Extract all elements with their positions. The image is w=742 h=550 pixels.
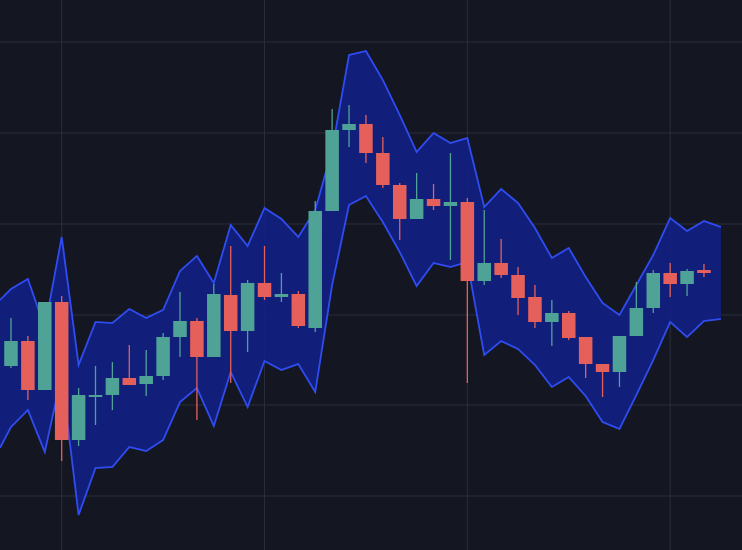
candle-body [545, 313, 559, 322]
candle-body [54, 302, 69, 440]
candle-body [139, 376, 153, 384]
candle-body [105, 378, 120, 395]
candle-body [122, 378, 137, 385]
candle-body [561, 313, 576, 338]
candle-body [21, 341, 35, 390]
candle-body [392, 185, 407, 219]
candle-body [409, 199, 424, 219]
candle-body [190, 321, 204, 357]
candle-body [308, 211, 322, 328]
candle-body [38, 302, 52, 390]
band-lower [0, 194, 721, 516]
candle-body [629, 308, 644, 336]
candle-body [460, 202, 475, 281]
candle-body [156, 337, 170, 376]
candle-body [426, 199, 441, 206]
candle-body [173, 321, 187, 337]
candle-body [325, 130, 339, 211]
band-fill [0, 51, 721, 515]
candle-body [511, 275, 525, 298]
candle-body [207, 294, 221, 357]
candle-body [680, 271, 694, 284]
candle-body [477, 263, 492, 281]
candle-body [376, 153, 390, 185]
candle-body [595, 364, 610, 372]
candle-body [697, 270, 711, 273]
candle-body [578, 337, 593, 364]
candle-body [291, 294, 306, 326]
candle-body [359, 124, 373, 153]
candle-body [88, 395, 103, 397]
candle-body [71, 395, 86, 440]
candle-body [663, 273, 677, 284]
candle-body [342, 124, 356, 130]
candle-body [223, 295, 238, 331]
band-upper [0, 49, 722, 369]
candle-body [646, 273, 661, 308]
candle-body [494, 263, 508, 275]
candle-body [240, 283, 255, 331]
candle-body [528, 297, 542, 322]
candle-body [257, 283, 272, 297]
candle-body [612, 336, 627, 372]
candle-body [4, 341, 18, 366]
candle-body [443, 202, 458, 206]
candle-body [274, 294, 289, 297]
